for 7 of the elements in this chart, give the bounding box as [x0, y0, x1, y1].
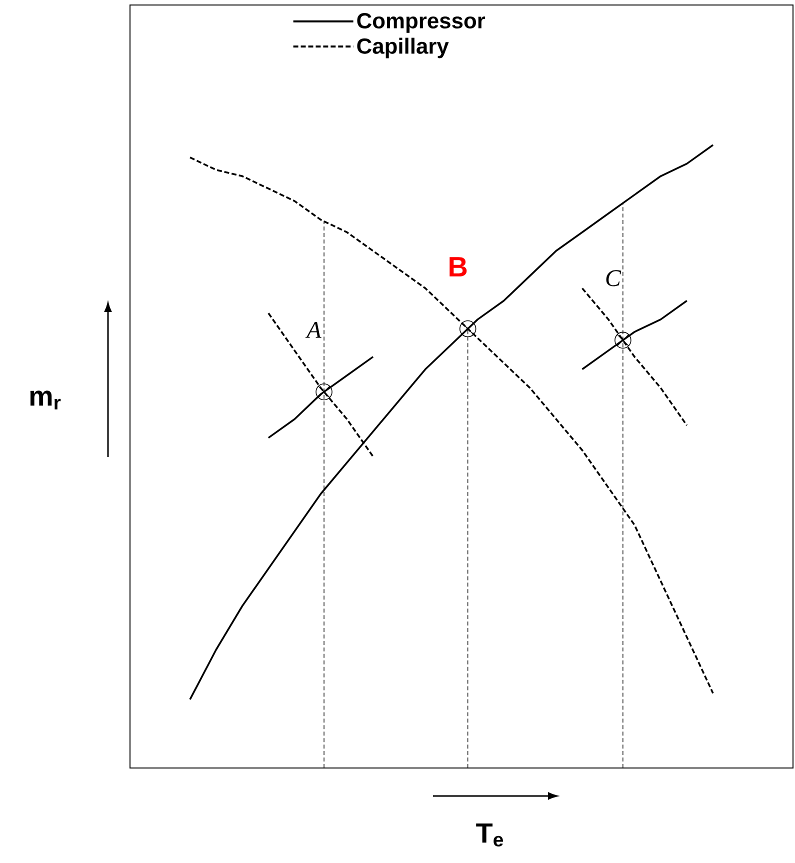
legend-label: Compressor — [357, 12, 486, 33]
annotation: A — [305, 322, 322, 338]
x-axis-title: T$_{e}$ — [476, 823, 504, 847]
annotation: C — [606, 270, 622, 286]
annotation: B — [450, 257, 467, 276]
legend-label: Capillary — [357, 38, 449, 58]
y-axis-title: m$_{r}$ — [30, 390, 61, 410]
